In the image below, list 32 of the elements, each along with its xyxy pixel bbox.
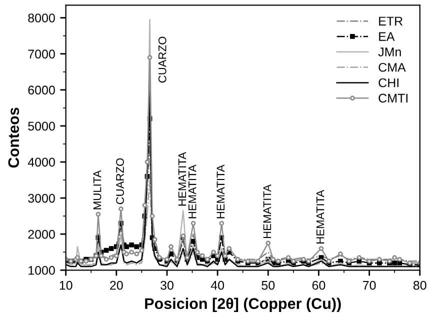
- annotation: CUARZO: [158, 36, 166, 83]
- legend-label: ETR: [379, 16, 402, 26]
- x-axis-title: Posicion [2θ] (Copper (Cu)): [145, 298, 341, 312]
- y-tick-label: 6000: [28, 86, 55, 95]
- annotation: MULITA: [93, 170, 102, 210]
- legend-label: CMA: [378, 62, 406, 72]
- y-tick-label: 2000: [28, 230, 55, 239]
- y-tick-label: 4000: [28, 158, 55, 167]
- y-tick-label: 5000: [28, 122, 55, 131]
- y-tick-label: 7000: [28, 50, 55, 58]
- legend-label: JMn: [378, 48, 401, 56]
- annotation: HEMATITA: [316, 190, 324, 244]
- x-tick-label: 20: [110, 280, 123, 290]
- x-tick-label: 10: [60, 280, 72, 290]
- x-tick-label: 70: [362, 280, 376, 290]
- y-tick-label: 8000: [28, 14, 55, 22]
- annotation: HEMATITA: [216, 164, 224, 218]
- x-tick-label: 80: [413, 280, 426, 290]
- annotation: CUARZO: [116, 158, 124, 204]
- annotation: HEMATITA: [263, 184, 272, 238]
- y-axis-title: Conteos: [8, 108, 20, 168]
- x-tick-label: 60: [312, 280, 326, 290]
- y-tick-label: 3000: [28, 194, 55, 203]
- x-tick-label: 30: [160, 280, 174, 290]
- legend-label: EA: [379, 32, 395, 41]
- y-tick-label: 1000: [28, 266, 55, 275]
- x-tick-label: 50: [262, 280, 275, 290]
- legend-label: CHI: [378, 78, 398, 88]
- annotation: HEMATITA: [178, 152, 186, 206]
- annotation: HEMATITA: [188, 164, 196, 218]
- x-tick-label: 40: [210, 280, 224, 290]
- legend-label: CMTI: [378, 94, 408, 103]
